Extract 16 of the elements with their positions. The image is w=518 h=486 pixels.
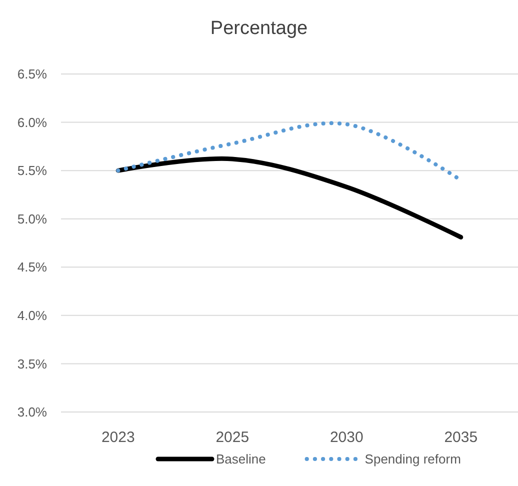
legend-label: Spending reform — [364, 452, 461, 467]
legend-label: Baseline — [216, 452, 266, 467]
y-tick-label: 6.0% — [17, 114, 48, 130]
y-tick-label: 4.5% — [17, 260, 48, 275]
x-tick-label: 2023 — [101, 429, 135, 446]
y-tick-label: 3.0% — [17, 404, 48, 420]
y-tick-label: 5.5% — [17, 163, 48, 178]
y-tick-label: 3.5% — [17, 356, 48, 372]
y-tick-label: 4.0% — [17, 308, 48, 323]
y-tick-label: 5.0% — [17, 211, 48, 226]
chart-title: Percentage — [210, 18, 308, 39]
x-tick-label: 2025 — [216, 429, 250, 446]
x-tick-label: 2030 — [330, 429, 364, 446]
line-series — [116, 156, 464, 240]
x-tick-label: 2035 — [444, 429, 478, 446]
y-tick-label: 6.5% — [17, 66, 48, 82]
